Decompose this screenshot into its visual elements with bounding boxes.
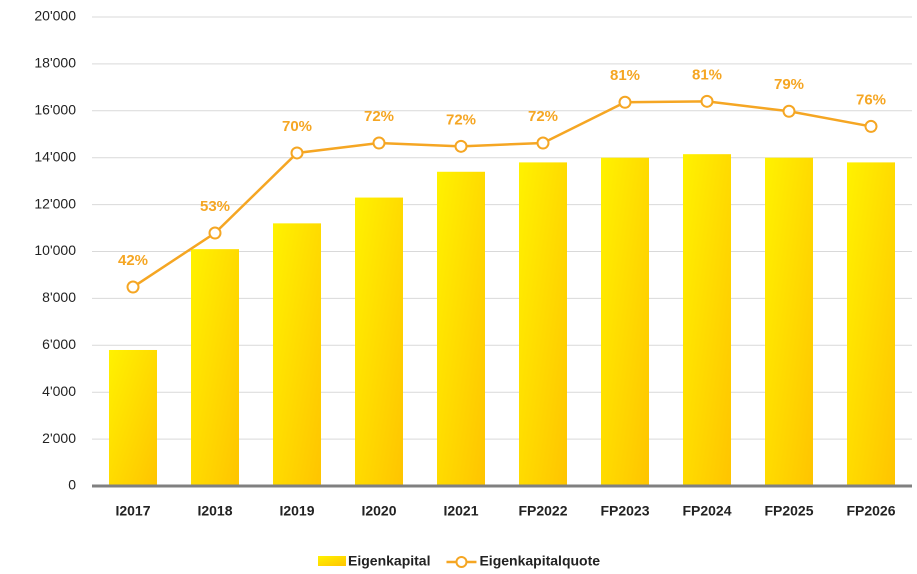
y-tick-label: 12'000 — [34, 195, 76, 211]
bar — [109, 349, 157, 486]
line-point — [126, 280, 140, 294]
bar — [273, 223, 321, 487]
bar — [437, 171, 485, 486]
bar — [355, 197, 403, 486]
y-tick-label: 4'000 — [42, 383, 76, 399]
data-label: 76% — [856, 91, 886, 108]
x-tick-label: FP2024 — [682, 503, 731, 519]
line-point — [372, 136, 386, 150]
legend-swatch — [318, 556, 346, 566]
x-tick-label: FP2023 — [600, 503, 649, 519]
line-point — [618, 95, 632, 109]
bar — [683, 154, 731, 486]
y-tick-label: 16'000 — [34, 102, 76, 118]
bar — [191, 249, 239, 486]
legend-label: Eigenkapital — [348, 553, 430, 569]
line-point — [290, 146, 304, 160]
x-tick-label: I2017 — [115, 503, 150, 519]
y-tick-label: 10'000 — [34, 242, 76, 258]
line-point — [536, 136, 550, 150]
x-tick-label: I2021 — [443, 503, 478, 519]
x-tick-label: I2020 — [361, 503, 396, 519]
legend-label: Eigenkapitalquote — [479, 553, 600, 569]
x-tick-label: FP2025 — [764, 503, 813, 519]
data-label: 72% — [446, 111, 476, 128]
y-tick-label: 6'000 — [42, 336, 76, 352]
data-label: 70% — [282, 118, 312, 135]
y-tick-label: 14'000 — [34, 148, 76, 164]
line-point — [700, 94, 714, 108]
bar — [601, 157, 649, 486]
line-point — [208, 226, 222, 240]
bar — [847, 162, 895, 486]
line-point — [864, 119, 878, 133]
x-tick-label: I2019 — [279, 503, 314, 519]
x-tick-label: FP2022 — [518, 503, 567, 519]
bar — [519, 162, 567, 486]
line — [132, 100, 872, 289]
data-label: 79% — [774, 76, 804, 93]
legend-swatch — [455, 556, 468, 568]
y-tick-label: 18'000 — [34, 55, 76, 71]
data-label: 81% — [610, 67, 640, 84]
data-label: 53% — [200, 198, 230, 215]
line-point — [454, 139, 468, 153]
x-tick-label: I2018 — [197, 503, 232, 519]
bar — [765, 157, 813, 486]
x-tick-label: FP2026 — [846, 503, 895, 519]
data-label: 42% — [118, 252, 148, 269]
data-label: 72% — [364, 108, 394, 125]
y-tick-label: 20'000 — [34, 8, 76, 24]
line-point — [782, 104, 796, 118]
data-label: 72% — [528, 108, 558, 125]
y-tick-label: 0 — [68, 477, 76, 493]
y-tick-label: 2'000 — [42, 430, 76, 446]
data-label: 81% — [692, 66, 722, 83]
y-tick-label: 8'000 — [42, 289, 76, 305]
